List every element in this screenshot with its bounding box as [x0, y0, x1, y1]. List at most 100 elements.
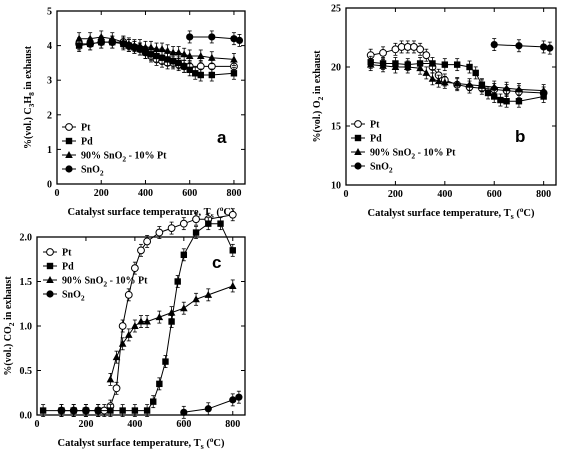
data-point-s2-5 [422, 68, 431, 76]
data-point-slegend0-0 [46, 248, 54, 256]
x-tick-label: 200 [78, 419, 93, 430]
series-2 [106, 279, 237, 386]
data-point-s2-6 [428, 74, 437, 82]
series-0 [57, 208, 237, 417]
x-axis-label-sup: o [220, 205, 224, 213]
data-point-s1-11 [162, 358, 169, 365]
data-point-s1-5 [107, 407, 114, 414]
data-point-s1-10 [153, 52, 160, 60]
x-axis-label-sub: s [511, 212, 514, 221]
data-point-s2-12 [163, 46, 172, 54]
data-point-s2-2 [97, 32, 106, 40]
y-axis-label-part: H [23, 96, 34, 104]
data-point-s2-7 [136, 41, 144, 49]
data-point-s2-8 [441, 78, 449, 86]
x-tick-label: 400 [127, 419, 142, 430]
y-tick-label: 2 [47, 110, 52, 121]
chart-panel-a: 0 200 400 600 800 0 1 2 3 4 5 Catalyst surface temp… [23, 7, 246, 220]
y-axis-label-part: %(vol.) O [312, 100, 323, 142]
data-point-slegend0-0 [354, 120, 362, 128]
series-3 [180, 390, 243, 419]
data-point-s0-6 [416, 45, 425, 54]
y-axis-label: %(vol.) CO2 in exhaust [3, 276, 16, 376]
data-point-s2-16 [185, 51, 194, 59]
data-point-s2-4 [416, 64, 424, 72]
y-axis-label-sub: 2 [7, 322, 16, 326]
x-tick-label: 0 [55, 188, 60, 199]
series-1 [39, 217, 236, 417]
x-tick-label: 200 [388, 189, 403, 200]
legend-entry: 90% SnO2 - 10% Pt [370, 148, 456, 161]
legend-sub: 2 [100, 169, 104, 178]
data-point-s1-9 [472, 69, 479, 77]
data-point-s3-1 [515, 42, 523, 50]
legend-entry: 90% SnO2 - 10% Pt [81, 151, 167, 164]
data-point-s3-0 [186, 33, 194, 41]
y-tick-label: 1.5 [20, 277, 33, 288]
x-axis-label-sup: o [210, 436, 214, 444]
data-point-s0-17 [228, 210, 237, 219]
data-point-slegend3-0 [46, 290, 54, 298]
series-3 [490, 38, 554, 55]
y-axis-label-sub: 8 [27, 92, 36, 96]
data-point-s1-14 [503, 98, 510, 105]
x-axis-label-main: Catalyst surface temperature, T [368, 208, 511, 219]
data-point-s3-1 [204, 405, 212, 413]
legend-entry: Pd [370, 134, 382, 145]
legend-entry: SnO2 [370, 162, 393, 175]
y-axis-label-part: in exhaust [312, 50, 323, 97]
data-point-slegend3-0 [65, 165, 73, 173]
data-point-s2-2 [118, 339, 127, 347]
data-point-s1-11 [158, 54, 166, 61]
legend-entry: 90% SnO2 - 10% Pt [62, 276, 148, 289]
data-point-s3-2 [230, 35, 238, 43]
data-point-s2-1 [86, 34, 94, 42]
series-line-2 [370, 64, 544, 92]
data-point-s1-13 [497, 96, 504, 104]
y-axis-label: %(vol.) C3H8 in exhaust [23, 45, 36, 149]
data-point-s2-0 [106, 375, 115, 383]
data-point-s2-6 [143, 317, 151, 325]
x-axis-label-sub: s [201, 442, 204, 451]
data-point-s2-4 [119, 38, 128, 46]
series-2 [75, 30, 238, 66]
x-axis-label-sub: s [211, 211, 214, 220]
data-point-s1-13 [174, 278, 181, 285]
data-point-s2-3 [108, 34, 117, 42]
x-tick-label: 0 [344, 189, 349, 200]
legend-entry: Pt [81, 123, 91, 134]
x-tick-label: 800 [225, 419, 240, 430]
data-point-s0-1 [379, 48, 387, 57]
data-point-s1-3 [82, 407, 90, 414]
data-point-s0-13 [167, 224, 176, 233]
y-tick-label: 25 [331, 4, 341, 15]
data-point-s2-12 [490, 83, 499, 91]
data-point-s3-0 [490, 40, 498, 49]
x-axis-label-unit: ( [214, 207, 221, 218]
data-point-s0-11 [143, 237, 152, 246]
data-point-s2-19 [230, 55, 238, 63]
data-point-s2-3 [403, 63, 412, 70]
data-point-s2-6 [130, 41, 139, 49]
legend-part: SnO [81, 165, 100, 176]
data-point-s1-10 [156, 380, 163, 388]
y-tick-label: 10 [331, 181, 341, 192]
legend-part: 90% SnO [370, 148, 412, 159]
x-tick-label: 400 [138, 188, 153, 199]
x-tick-label: 400 [437, 189, 452, 200]
x-tick-label: 600 [176, 419, 191, 430]
y-tick-label: 5 [47, 7, 52, 18]
y-axis-label-part: %(vol.) C [23, 107, 34, 149]
data-point-s2-2 [391, 63, 400, 70]
chart-panel-c: 0 200 400 600 800 0.0 0.5 1.0 1.5 2.0 Catalyst sur… [3, 208, 246, 451]
data-point-slegend2-0 [354, 148, 362, 155]
y-tick-label: 1.0 [20, 322, 33, 333]
legend-part: - 10% Pt [107, 276, 148, 287]
y-tick-label: 0 [47, 180, 52, 191]
x-axis-label-main: Catalyst surface temperature, T [58, 438, 201, 449]
data-point-s0-7 [118, 322, 127, 330]
legend-part: - 10% Pt [126, 151, 167, 162]
data-point-s1-9 [147, 51, 155, 58]
data-point-s1-17 [192, 70, 199, 77]
